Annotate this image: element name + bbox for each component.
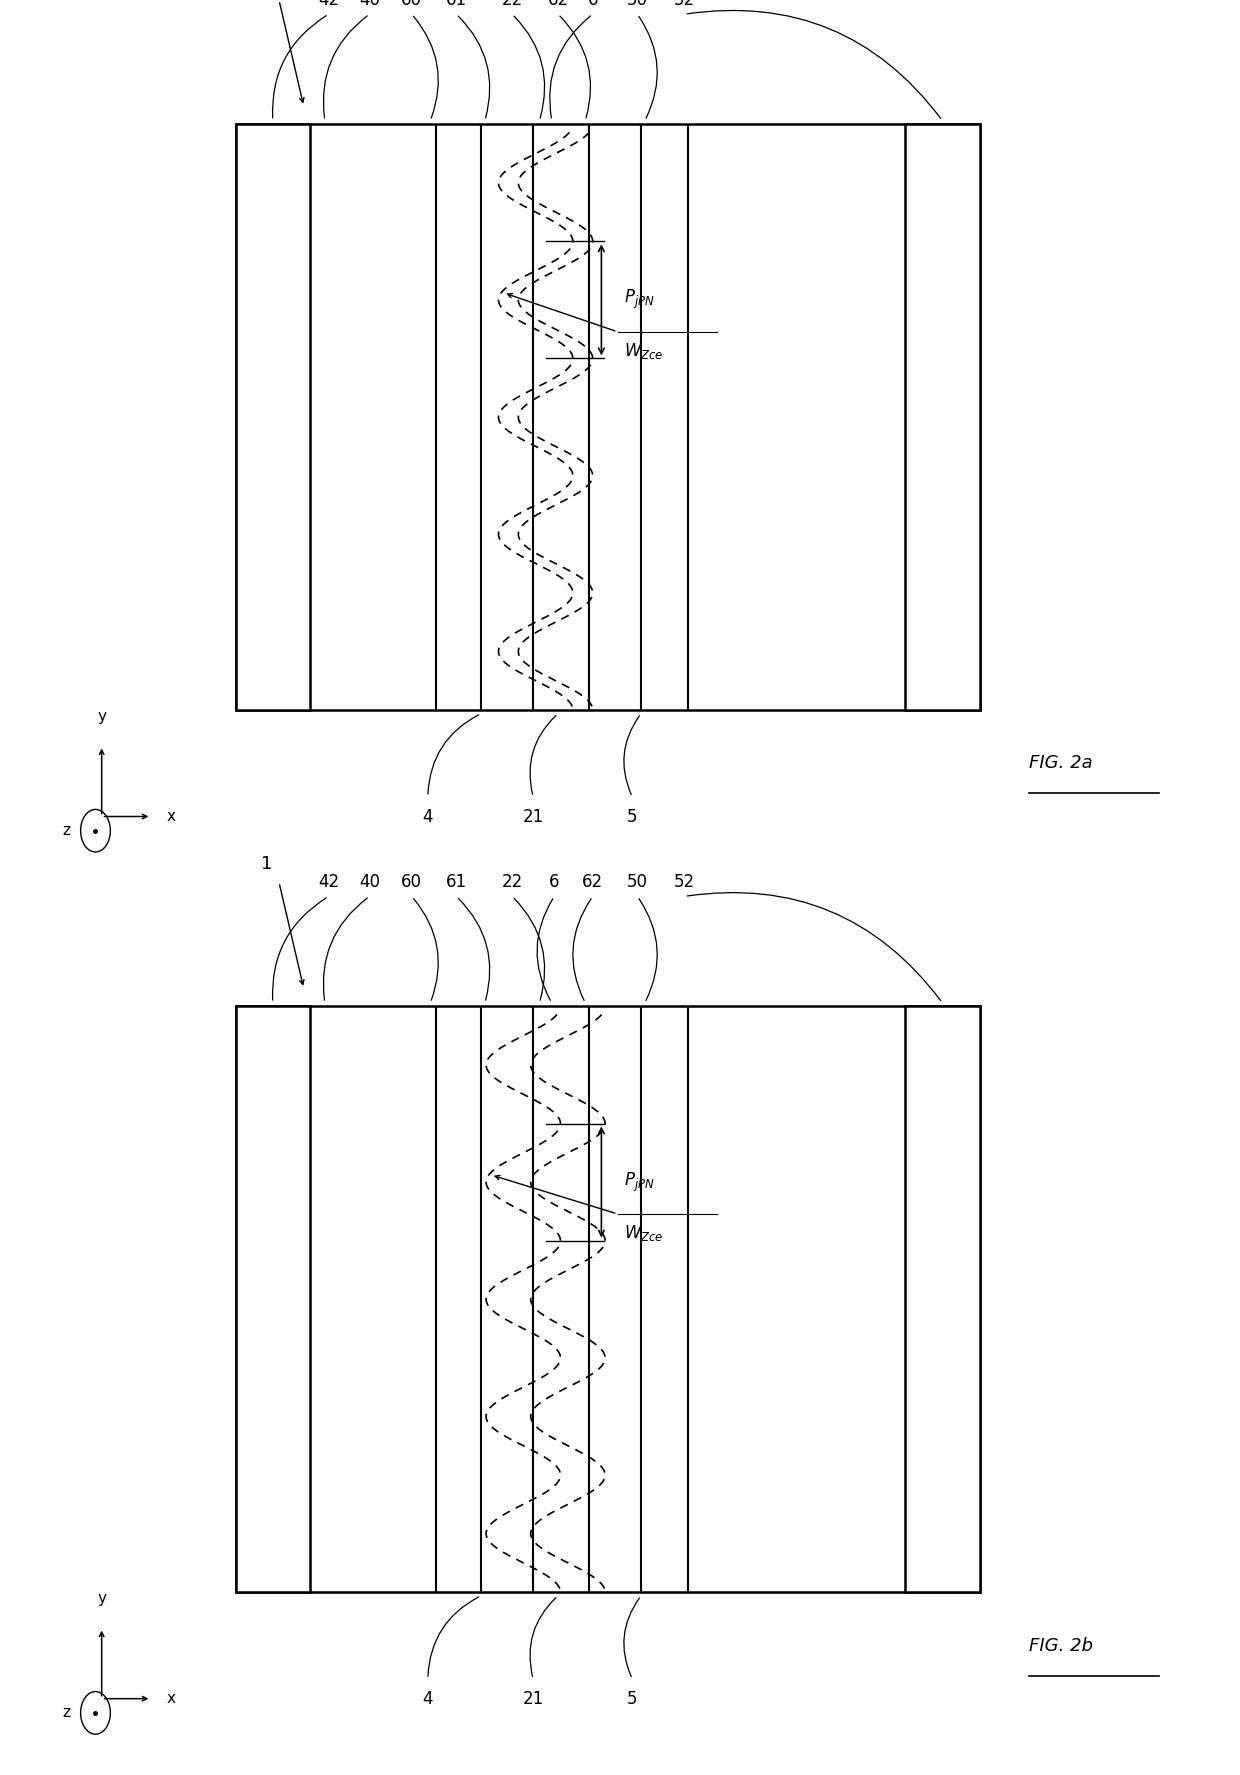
Bar bbox=[905, 1006, 980, 1592]
Text: 61: 61 bbox=[445, 0, 467, 9]
Text: $W_{Zce}$: $W_{Zce}$ bbox=[624, 341, 663, 360]
Text: FIG. 2b: FIG. 2b bbox=[1029, 1637, 1094, 1654]
Text: 60: 60 bbox=[402, 873, 422, 891]
Bar bbox=[248, 1024, 298, 1574]
Bar bbox=[248, 142, 298, 692]
Bar bbox=[236, 1006, 310, 1592]
Bar bbox=[905, 124, 980, 710]
Text: 5: 5 bbox=[627, 808, 637, 825]
Text: 1: 1 bbox=[260, 856, 273, 873]
Text: y: y bbox=[97, 710, 107, 724]
Text: 40: 40 bbox=[360, 0, 379, 9]
Text: x: x bbox=[166, 809, 175, 824]
Text: x: x bbox=[166, 1692, 175, 1706]
Text: y: y bbox=[97, 1592, 107, 1606]
Text: 42: 42 bbox=[317, 0, 340, 9]
Text: 60: 60 bbox=[402, 0, 422, 9]
Text: 50: 50 bbox=[627, 873, 647, 891]
Bar bbox=[918, 1024, 967, 1574]
Text: $W_{Zce}$: $W_{Zce}$ bbox=[624, 1223, 663, 1242]
Text: 62: 62 bbox=[582, 873, 604, 891]
Text: z: z bbox=[63, 824, 71, 838]
Bar bbox=[236, 124, 310, 710]
Text: 42: 42 bbox=[317, 873, 340, 891]
Text: 61: 61 bbox=[445, 873, 467, 891]
Text: 5: 5 bbox=[627, 1690, 637, 1708]
Text: 52: 52 bbox=[673, 0, 696, 9]
Bar bbox=[236, 124, 980, 710]
Text: 40: 40 bbox=[360, 873, 379, 891]
Text: 62: 62 bbox=[547, 0, 569, 9]
Text: 6: 6 bbox=[588, 0, 598, 9]
Text: 4: 4 bbox=[423, 808, 433, 825]
Text: 52: 52 bbox=[673, 873, 696, 891]
Text: FIG. 2a: FIG. 2a bbox=[1029, 754, 1092, 772]
Text: $P_{jPN}$: $P_{jPN}$ bbox=[624, 1170, 655, 1193]
Bar bbox=[918, 142, 967, 692]
Text: 21: 21 bbox=[522, 808, 544, 825]
Text: 6: 6 bbox=[549, 873, 559, 891]
Text: 22: 22 bbox=[501, 873, 523, 891]
Text: 21: 21 bbox=[522, 1690, 544, 1708]
Text: 50: 50 bbox=[627, 0, 647, 9]
Text: $P_{jPN}$: $P_{jPN}$ bbox=[624, 288, 655, 311]
Text: 22: 22 bbox=[501, 0, 523, 9]
Bar bbox=[236, 1006, 980, 1592]
Text: z: z bbox=[63, 1706, 71, 1720]
Text: 4: 4 bbox=[423, 1690, 433, 1708]
